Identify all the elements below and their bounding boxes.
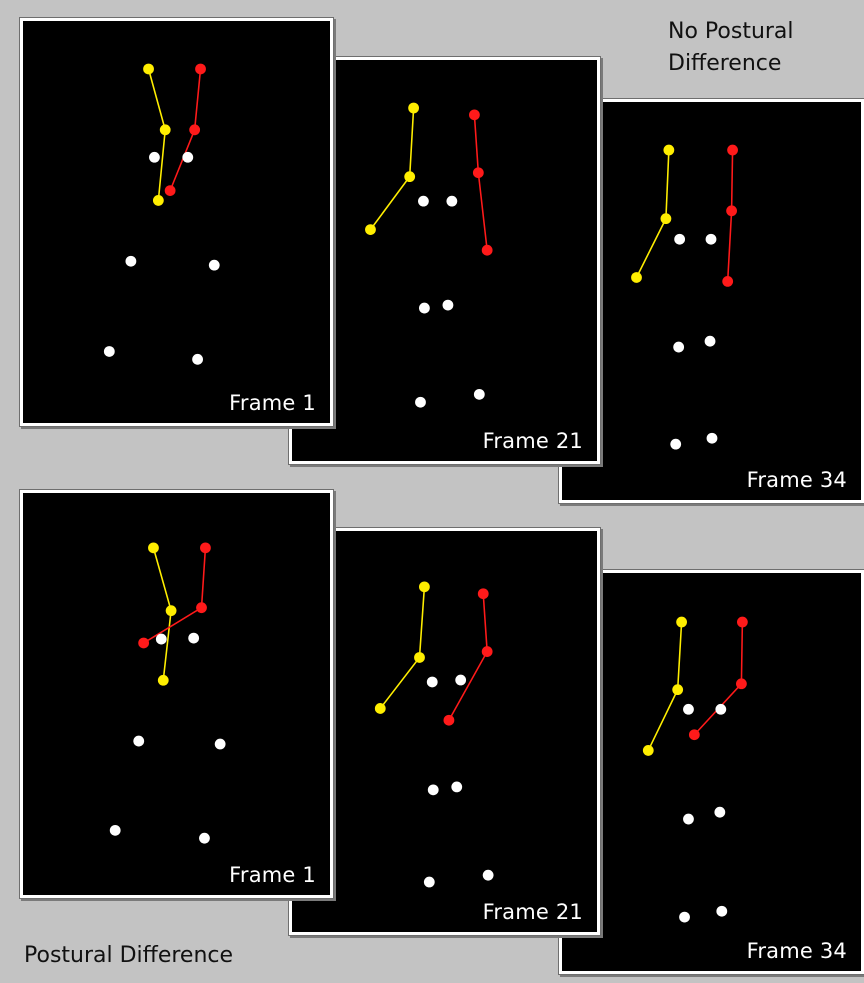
frame-top-34: Frame 34 [559,99,864,503]
frame-top-21: Frame 21 [289,57,600,464]
frame-label: Frame 34 [746,939,847,963]
frame-label: Frame 1 [229,391,316,415]
caption-line-2: Difference [668,51,782,76]
frame-bottom-21: Frame 21 [289,528,600,935]
caption-no-postural-difference: No Postural Difference [668,16,858,80]
frame-label: Frame 21 [482,900,583,924]
frame-label: Frame 21 [482,429,583,453]
frame-bottom-34: Frame 34 [559,570,864,974]
caption-postural-difference: Postural Difference [24,943,234,968]
frame-top-1: Frame 1 [20,18,333,426]
frame-bottom-1: Frame 1 [20,490,333,898]
skeleton-top-34 [631,144,738,450]
skeleton-top-1 [103,63,220,365]
frame-label: Frame 34 [746,468,847,492]
skeleton-bottom-21 [374,581,494,888]
frame-label: Frame 1 [229,863,316,887]
skeleton-bottom-34 [642,616,748,923]
caption-line-1: No Postural [668,19,794,44]
skeleton-bottom-1 [109,542,226,844]
skeleton-top-21 [365,102,493,408]
